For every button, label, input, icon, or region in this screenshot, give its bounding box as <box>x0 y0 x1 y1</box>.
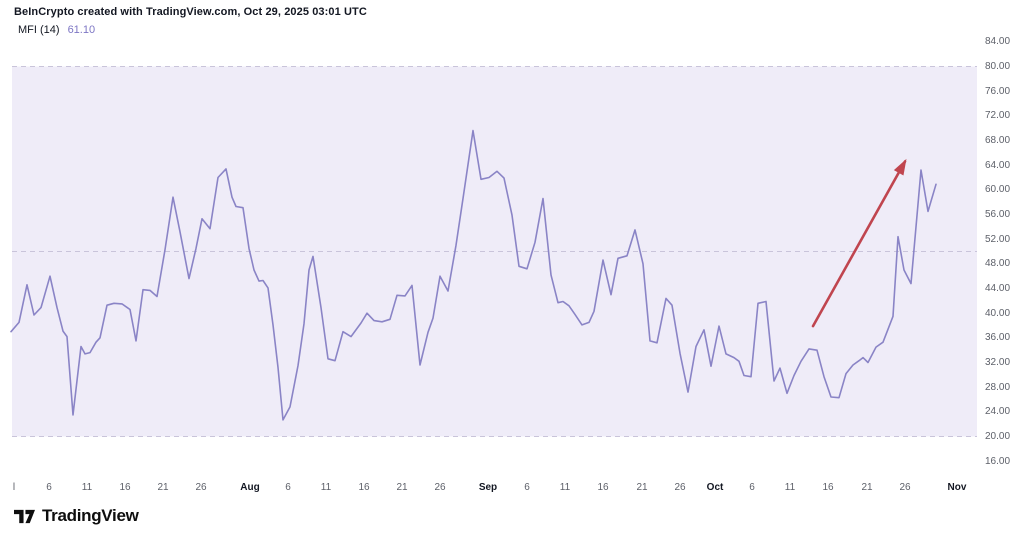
y-tick-label-36: 36.00 <box>985 332 1011 344</box>
x-tick-label-9-16: 16 <box>358 482 370 493</box>
x-tick-label-1-6: 6 <box>46 482 52 493</box>
y-tick-label-76: 76.00 <box>985 85 1011 97</box>
y-tick-label-48: 48.00 <box>985 258 1011 270</box>
y-tick-label-64: 64.00 <box>985 159 1011 171</box>
x-tick-label-4-21: 21 <box>157 482 169 493</box>
x-tick-label-8-11: 11 <box>320 482 332 493</box>
y-tick-label-52: 52.00 <box>985 233 1011 245</box>
x-tick-label-7-6: 6 <box>285 482 291 493</box>
y-tick-label-72: 72.00 <box>985 110 1011 122</box>
x-tick-label-5-26: 26 <box>195 482 207 493</box>
y-tick-label-80: 80.00 <box>985 61 1011 72</box>
price-scale-y-axis[interactable]: 84.00 80.00 76.00 72.00 68.00 64.00 60.00 56.00… <box>983 0 1024 480</box>
mfi-line-series <box>10 129 937 421</box>
y-tick-label-60: 60.00 <box>985 184 1011 196</box>
x-tick-label-3-16: 16 <box>119 482 131 493</box>
x-tick-label-0-l: l <box>12 482 16 493</box>
x-tick-label-18-Oct: Oct <box>706 482 724 493</box>
indicator-value: 61.10 <box>67 24 96 36</box>
y-tick-label-84: 84.00 <box>985 36 1011 48</box>
y-tick-label-20: 20.00 <box>985 431 1011 442</box>
y-tick-label-44: 44.00 <box>985 283 1011 294</box>
x-tick-label-23-26: 26 <box>899 482 911 493</box>
x-tick-label-6-Aug: Aug <box>240 482 260 493</box>
y-tick-label-32: 32.00 <box>985 357 1011 368</box>
x-tick-label-22-21: 21 <box>861 482 873 493</box>
y-tick-label-24: 24.00 <box>985 406 1011 418</box>
x-tick-label-12-Sep: Sep <box>478 482 498 493</box>
indicator-legend[interactable]: MFI (14) 61.10 <box>18 24 95 36</box>
tradingview-logo[interactable]: TradingView <box>14 506 139 526</box>
attribution-text: BeInCrypto created with TradingView.com,… <box>14 6 367 18</box>
x-tick-label-10-21: 21 <box>396 482 408 493</box>
x-tick-label-15-16: 16 <box>597 482 609 493</box>
x-tick-label-20-11: 11 <box>784 482 796 493</box>
x-tick-label-17-26: 26 <box>674 482 686 493</box>
x-tick-label-11-26: 26 <box>434 482 446 493</box>
x-tick-label-21-16: 16 <box>822 482 834 493</box>
time-scale-x-axis[interactable]: l 6 11 16 21 26 Aug 6 11 16 21 26 Sep 6 11 16 21 26 Oct 6 11… <box>0 482 983 496</box>
y-tick-label-28: 28.00 <box>985 381 1011 393</box>
y-tick-label-56: 56.00 <box>985 209 1011 220</box>
x-tick-label-2-11: 11 <box>81 482 93 493</box>
tradingview-logo-icon <box>14 509 35 523</box>
x-tick-label-16-21: 21 <box>636 482 648 493</box>
x-tick-label-19-6: 6 <box>749 482 755 493</box>
x-tick-label-14-11: 11 <box>559 482 571 493</box>
y-tick-label-68: 68.00 <box>985 135 1011 146</box>
y-tick-label-16: 16.00 <box>985 455 1011 467</box>
x-tick-label-13-6: 6 <box>524 482 530 493</box>
indicator-label: MFI (14) <box>18 24 60 36</box>
trend-arrow-head <box>893 158 907 176</box>
trend-arrow[interactable] <box>811 160 907 328</box>
tradingview-logo-text: TradingView <box>42 506 139 525</box>
x-tick-label-24-Nov: Nov <box>947 482 967 493</box>
y-tick-label-40: 40.00 <box>985 307 1011 319</box>
